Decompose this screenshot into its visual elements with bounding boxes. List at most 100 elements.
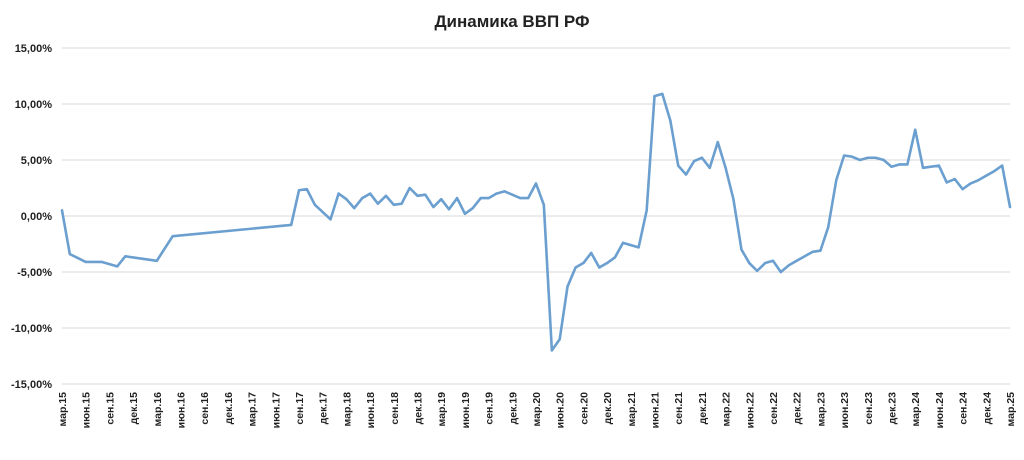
x-tick-label: июн.24 bbox=[934, 392, 946, 429]
x-tick-label: сен.18 bbox=[389, 392, 401, 425]
data-point bbox=[716, 140, 719, 144]
data-point bbox=[858, 158, 862, 162]
data-point bbox=[526, 196, 530, 200]
x-tick-label: июн.16 bbox=[176, 392, 188, 429]
y-tick-label: -5,00% bbox=[17, 267, 52, 279]
x-tick-label: сен.22 bbox=[768, 392, 780, 425]
data-point bbox=[677, 164, 680, 167]
x-tick-label: сен.15 bbox=[104, 392, 116, 425]
x-tick-label: дек.16 bbox=[223, 392, 235, 425]
x-tick-label: мар.15 bbox=[57, 392, 69, 427]
x-tick-label: сен.17 bbox=[294, 392, 306, 425]
data-point bbox=[874, 156, 877, 159]
data-point bbox=[289, 223, 293, 227]
x-tick-label: дек.21 bbox=[697, 392, 709, 425]
data-point bbox=[653, 94, 656, 98]
data-point bbox=[598, 266, 601, 269]
data-point bbox=[100, 260, 103, 264]
x-tick-label: мар.24 bbox=[910, 392, 922, 427]
data-point bbox=[416, 194, 419, 198]
data-point bbox=[542, 203, 546, 206]
data-point bbox=[582, 261, 585, 265]
data-point bbox=[155, 259, 158, 262]
data-point bbox=[605, 261, 609, 265]
data-point bbox=[550, 349, 554, 352]
data-point bbox=[795, 259, 798, 262]
data-point bbox=[463, 212, 467, 215]
data-point bbox=[1000, 164, 1004, 167]
x-tick-label: июн.17 bbox=[270, 392, 282, 429]
data-point bbox=[921, 166, 925, 170]
y-tick-label: -15,00% bbox=[11, 379, 52, 391]
data-point bbox=[495, 192, 498, 195]
data-point bbox=[337, 192, 340, 195]
data-point bbox=[763, 261, 767, 265]
data-point bbox=[479, 196, 482, 200]
data-point bbox=[1008, 205, 1012, 209]
x-tick-label: дек.19 bbox=[507, 392, 519, 425]
data-point bbox=[985, 174, 988, 177]
data-point bbox=[534, 182, 538, 185]
x-tick-label: дек.15 bbox=[128, 392, 140, 425]
data-point bbox=[755, 269, 759, 273]
x-tick-label: июн.20 bbox=[555, 392, 567, 429]
x-tick-label: сен.23 bbox=[863, 392, 875, 425]
data-point bbox=[574, 266, 577, 269]
data-point bbox=[787, 264, 791, 267]
data-point bbox=[748, 261, 751, 265]
data-point bbox=[850, 155, 854, 158]
data-point bbox=[590, 251, 593, 255]
x-tick-label: мар.20 bbox=[531, 392, 543, 427]
data-point bbox=[906, 163, 909, 166]
data-point bbox=[353, 206, 356, 210]
data-point bbox=[305, 187, 309, 191]
data-point bbox=[368, 192, 372, 195]
data-point bbox=[937, 164, 941, 167]
data-point bbox=[811, 250, 814, 254]
x-axis-ticks: мар.15 июн.15 сен.15 дек.15 мар.16 июн.16 сен.… bbox=[57, 392, 1017, 429]
y-tick-label: 15,00% bbox=[15, 43, 53, 55]
data-point bbox=[518, 196, 522, 200]
data-point bbox=[977, 178, 980, 182]
x-tick-label: дек.23 bbox=[887, 392, 899, 425]
data-point bbox=[914, 128, 917, 131]
x-tick-label: сен.19 bbox=[484, 392, 496, 425]
x-tick-label: июн.18 bbox=[365, 392, 377, 429]
data-point bbox=[68, 252, 72, 256]
x-tick-label: мар.19 bbox=[436, 392, 448, 427]
x-tick-label: мар.18 bbox=[341, 392, 353, 427]
data-point bbox=[898, 163, 901, 166]
data-point bbox=[384, 194, 388, 198]
gridlines bbox=[62, 47, 1010, 385]
x-tick-label: сен.16 bbox=[199, 392, 211, 425]
data-point bbox=[779, 270, 783, 274]
data-point bbox=[447, 208, 451, 211]
data-point bbox=[961, 187, 964, 191]
series-layer bbox=[60, 92, 1012, 352]
data-point bbox=[827, 226, 830, 229]
data-point bbox=[408, 186, 411, 190]
x-tick-label: дек.17 bbox=[318, 392, 330, 425]
data-point bbox=[929, 165, 933, 168]
x-tick-label: мар.23 bbox=[815, 392, 827, 427]
x-tick-label: июн.15 bbox=[81, 392, 93, 429]
data-point bbox=[771, 259, 775, 262]
data-point bbox=[629, 243, 632, 247]
data-point bbox=[953, 177, 956, 181]
data-point bbox=[740, 248, 743, 251]
data-point bbox=[171, 234, 174, 238]
x-tick-label: сен.24 bbox=[958, 392, 970, 425]
data-point bbox=[566, 285, 569, 288]
data-point bbox=[645, 209, 648, 212]
x-tick-label: мар.17 bbox=[247, 392, 259, 427]
y-tick-label: -10,00% bbox=[11, 323, 52, 335]
y-axis-ticks: 15,00% 10,00% 5,00% 0,00% -5,00% -10,00% -15,0… bbox=[11, 43, 52, 391]
data-point bbox=[661, 92, 664, 96]
y-tick-label: 5,00% bbox=[21, 155, 52, 167]
data-point bbox=[424, 193, 427, 196]
data-point bbox=[684, 173, 688, 176]
data-point bbox=[558, 338, 561, 341]
data-point bbox=[297, 189, 301, 192]
data-point bbox=[700, 156, 704, 159]
